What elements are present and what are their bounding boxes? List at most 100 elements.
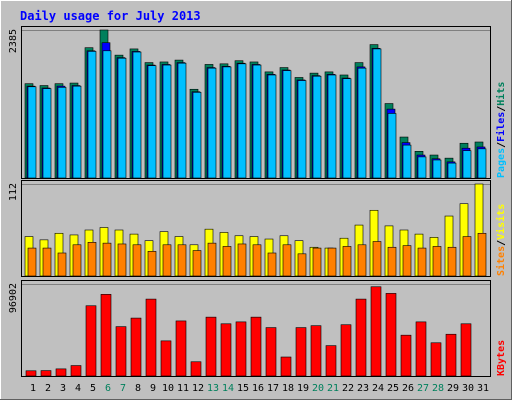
bar-pages-day-21 <box>327 74 337 179</box>
bar-sites-day-18 <box>282 244 292 277</box>
x-label-day-14: 14 <box>222 383 234 394</box>
bar-kbytes-day-15 <box>235 321 247 377</box>
x-label-day-16: 16 <box>252 383 264 394</box>
x-label-day-8: 8 <box>135 383 141 394</box>
y-max-label-hits: 2385 <box>8 29 19 53</box>
bar-kbytes-day-20 <box>310 325 322 377</box>
bar-sites-day-2 <box>42 247 52 277</box>
bar-kbytes-day-22 <box>340 324 352 377</box>
legend-sites: Sites <box>495 246 507 276</box>
bar-pages-day-11 <box>177 62 187 179</box>
bar-pages-day-10 <box>162 64 172 179</box>
x-label-day-19: 19 <box>297 383 309 394</box>
bar-kbytes-day-18 <box>280 356 292 377</box>
x-label-day-12: 12 <box>192 383 204 394</box>
bar-sites-day-27 <box>417 247 427 277</box>
x-label-day-28: 28 <box>432 383 444 394</box>
bar-pages-day-23 <box>357 67 367 179</box>
bar-pages-day-27 <box>417 156 427 179</box>
bar-kbytes-day-7 <box>115 326 127 377</box>
bar-sites-day-1 <box>27 247 37 277</box>
bar-sites-day-26 <box>402 245 412 277</box>
bar-pages-day-31 <box>477 148 487 179</box>
bar-kbytes-day-25 <box>385 293 397 377</box>
bar-sites-day-14 <box>222 246 232 277</box>
x-label-day-5: 5 <box>90 383 96 394</box>
bar-pages-day-3 <box>57 87 67 179</box>
bar-pages-day-4 <box>72 85 82 179</box>
bar-sites-day-9 <box>147 251 157 277</box>
chart-title: Daily usage for July 2013 <box>20 9 201 23</box>
x-label-day-10: 10 <box>162 383 174 394</box>
x-label-day-2: 2 <box>45 383 51 394</box>
bar-kbytes-day-26 <box>400 334 412 377</box>
bar-sites-day-8 <box>132 244 142 277</box>
bar-sites-day-28 <box>432 246 442 277</box>
bar-sites-day-25 <box>387 246 397 277</box>
legend-visits-sites: Sites/Visits <box>495 204 507 276</box>
legend-pages: Pages <box>496 148 507 178</box>
bar-sites-day-5 <box>87 242 97 277</box>
bar-sites-day-21 <box>327 247 337 277</box>
bar-kbytes-day-11 <box>175 320 187 377</box>
x-label-day-11: 11 <box>177 383 189 394</box>
bar-kbytes-day-8 <box>130 317 142 377</box>
bar-kbytes-day-4 <box>70 365 82 377</box>
bar-sites-day-19 <box>297 253 307 277</box>
bar-kbytes-day-12 <box>190 361 202 377</box>
bar-pages-day-16 <box>252 64 262 179</box>
bar-pages-day-14 <box>222 66 232 179</box>
legend-hits: Hits <box>495 82 507 106</box>
bar-kbytes-day-21 <box>325 345 337 377</box>
bar-sites-day-24 <box>372 241 382 277</box>
bar-kbytes-day-3 <box>55 368 67 377</box>
bar-kbytes-day-17 <box>265 327 277 377</box>
bar-sites-day-16 <box>252 244 262 277</box>
bar-sites-day-7 <box>117 243 127 277</box>
bar-sites-day-30 <box>462 236 472 277</box>
bar-kbytes-day-16 <box>250 316 262 377</box>
bar-pages-day-25 <box>387 113 397 179</box>
bar-kbytes-day-9 <box>145 298 157 377</box>
bar-sites-day-17 <box>267 252 277 277</box>
x-label-day-26: 26 <box>402 383 414 394</box>
bar-kbytes-day-2 <box>40 370 52 377</box>
bar-pages-day-9 <box>147 65 157 179</box>
bar-sites-day-20 <box>312 247 322 277</box>
bar-kbytes-day-19 <box>295 327 307 377</box>
bar-pages-day-7 <box>117 57 127 179</box>
bar-kbytes-day-29 <box>445 333 457 377</box>
bar-kbytes-day-5 <box>85 305 97 377</box>
bar-pages-day-17 <box>267 74 277 179</box>
bar-pages-day-13 <box>207 67 217 179</box>
legend-hits-files-pages: Pages/Files/Hits <box>495 82 507 178</box>
legend-files: Files <box>495 112 507 142</box>
bar-sites-day-11 <box>177 244 187 277</box>
x-label-day-4: 4 <box>75 383 81 394</box>
bar-sites-day-12 <box>192 250 202 277</box>
bar-sites-day-22 <box>342 246 352 277</box>
bar-kbytes-day-24 <box>370 286 382 377</box>
x-label-day-21: 21 <box>327 383 339 394</box>
bar-pages-day-20 <box>312 75 322 179</box>
bar-sites-day-15 <box>237 243 247 277</box>
bar-kbytes-day-1 <box>25 370 37 377</box>
bar-sites-day-13 <box>207 242 217 277</box>
panel-kbytes-frame <box>21 280 491 377</box>
legend-sep-1: / <box>496 142 507 148</box>
bar-kbytes-day-10 <box>160 340 172 377</box>
bar-kbytes-day-14 <box>220 323 232 377</box>
x-label-day-18: 18 <box>282 383 294 394</box>
x-label-day-30: 30 <box>462 383 474 394</box>
bar-pages-day-24 <box>372 48 382 179</box>
x-axis-labels: 1 2 3 4 5 6 7 8 9 10 11 12 13 14 15 16 17 18 19 20 21 22 23 24 2… <box>30 383 489 394</box>
bar-sites-day-23 <box>357 244 367 277</box>
bar-sites-day-4 <box>72 244 82 277</box>
bar-pages-day-12 <box>192 92 202 179</box>
bar-pages-day-8 <box>132 51 142 179</box>
bar-pages-day-19 <box>297 80 307 179</box>
x-label-day-7: 7 <box>120 383 126 394</box>
bar-sites-day-31 <box>477 232 487 277</box>
bar-sites-day-29 <box>447 246 457 277</box>
